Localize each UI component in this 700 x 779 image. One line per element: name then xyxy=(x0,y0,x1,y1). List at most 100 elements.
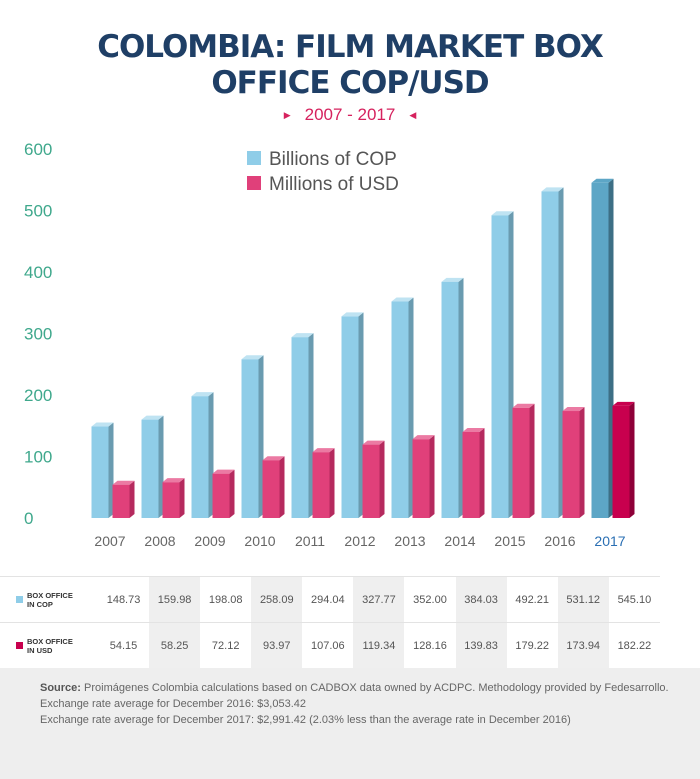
bar-usd-2013-top xyxy=(412,435,435,440)
table-cell: 119.34 xyxy=(353,622,405,668)
bar-cop-2013-top xyxy=(391,297,414,302)
bar-usd-2016 xyxy=(562,411,580,518)
values-table: BOX OFFICE IN COP 148.73 159.98 198.08 258.0… xyxy=(0,576,660,668)
bar-usd-2017-side xyxy=(629,401,635,518)
x-tick-label: 2014 xyxy=(444,533,475,549)
table-cell: 258.09 xyxy=(251,576,303,623)
right-triangle-icon: ▶ xyxy=(283,110,291,120)
bar-cop-2017-side xyxy=(608,178,614,519)
x-tick-label: 2008 xyxy=(144,533,175,549)
table-cell: 327.77 xyxy=(353,576,405,623)
y-tick-label: 500 xyxy=(24,202,52,221)
exchange-rate-2017: Exchange rate average for December 2017:… xyxy=(40,714,571,726)
chart-title-line-2: OFFICE COP/USD xyxy=(211,65,489,101)
table-cell: 531.12 xyxy=(557,576,609,623)
x-tick-label: 2011 xyxy=(295,533,325,549)
bar-cop-2011-side xyxy=(308,333,314,518)
legend-label-usd: Millions of USD xyxy=(269,174,399,195)
bar-cop-2014-side xyxy=(458,277,464,518)
bar-usd-2011-side xyxy=(329,448,335,518)
table-cell: 198.08 xyxy=(200,576,252,623)
y-tick-label: 600 xyxy=(24,140,52,159)
bar-cop-2009-side xyxy=(208,392,214,518)
legend-swatch-cop xyxy=(247,151,261,165)
bar-cop-2012-top xyxy=(341,312,364,317)
x-tick-label: 2010 xyxy=(244,533,275,549)
bar-cop-2016-top xyxy=(541,187,564,192)
table-cell: 93.97 xyxy=(251,622,303,668)
x-tick-label: 2016 xyxy=(544,533,575,549)
row-label-usd: BOX OFFICE IN USD xyxy=(0,622,98,668)
bar-cop-2010-side xyxy=(258,355,264,518)
exchange-rate-2016: Exchange rate average for December 2016:… xyxy=(40,698,307,710)
chart-title-line-1: COLOMBIA: FILM MARKET BOX xyxy=(97,29,604,65)
table-cell: 384.03 xyxy=(455,576,507,623)
bar-usd-2012 xyxy=(362,444,380,518)
bar-usd-2015-side xyxy=(529,403,535,518)
bar-usd-2014 xyxy=(462,432,480,518)
bar-cop-2017 xyxy=(591,182,609,519)
bar-cop-2013-side xyxy=(408,297,414,518)
bar-cop-2012 xyxy=(341,316,359,518)
row-label-cop: BOX OFFICE IN COP xyxy=(0,576,98,623)
bar-usd-2013 xyxy=(412,439,430,518)
table-row-usd: BOX OFFICE IN USD 54.15 58.25 72.12 93.97 107… xyxy=(0,622,660,668)
table-row-cop: BOX OFFICE IN COP 148.73 159.98 198.08 258.0… xyxy=(0,576,660,623)
bar-cop-2016 xyxy=(541,191,559,518)
bar-usd-2014-side xyxy=(479,428,485,518)
bar-usd-2015-top xyxy=(512,403,535,408)
table-cell: 159.98 xyxy=(149,576,201,623)
table-cell: 545.10 xyxy=(608,576,660,623)
bar-usd-2016-top xyxy=(562,407,585,412)
x-tick-label: 2017 xyxy=(594,533,625,549)
subtitle-text: 2007 - 2017 xyxy=(304,105,396,124)
bar-cop-2010-top xyxy=(241,355,264,360)
source-note: Source: Proimágenes Colombia calculation… xyxy=(40,682,669,694)
bar-cop-2015-side xyxy=(508,211,514,519)
y-tick-label: 200 xyxy=(24,386,52,405)
cop-swatch xyxy=(16,596,23,603)
bar-usd-2007-side xyxy=(129,480,135,518)
bar-cop-2009 xyxy=(191,396,209,518)
bar-cop-2014 xyxy=(441,281,459,518)
bar-usd-2013-side xyxy=(429,435,435,518)
table-cell: 148.73 xyxy=(98,576,150,623)
bar-cop-2007 xyxy=(91,426,109,518)
bar-usd-2014-top xyxy=(462,428,485,433)
bar-usd-2009 xyxy=(212,473,230,518)
bar-usd-2009-top xyxy=(212,469,235,474)
table-cell: 173.94 xyxy=(557,622,609,668)
bar-usd-2017-top xyxy=(612,401,635,406)
legend-label-cop: Billions of COP xyxy=(269,149,397,170)
bar-cop-2011-top xyxy=(291,333,314,338)
bar-usd-2008-side xyxy=(179,478,185,518)
bar-cop-2008-top xyxy=(141,415,164,420)
table-cell: 128.16 xyxy=(404,622,456,668)
bar-usd-2009-side xyxy=(229,469,235,518)
bar-usd-2010-top xyxy=(262,456,285,461)
table-cell: 182.22 xyxy=(608,622,660,668)
bar-cop-2008-side xyxy=(158,415,164,518)
table-cell: 72.12 xyxy=(200,622,252,668)
table-cell: 492.21 xyxy=(506,576,558,623)
table-cell: 294.04 xyxy=(302,576,354,623)
bar-cop-2015-top xyxy=(491,211,514,216)
usd-swatch xyxy=(16,642,23,649)
legend-swatch-usd xyxy=(247,176,261,190)
bar-usd-2017 xyxy=(612,405,630,518)
table-cell: 139.83 xyxy=(455,622,507,668)
chart-subtitle: ▶ 2007 - 2017 ◀ xyxy=(0,105,700,125)
bar-usd-2011 xyxy=(312,452,330,518)
bar-usd-2011-top xyxy=(312,448,335,453)
bar-cop-2013 xyxy=(391,301,409,518)
y-tick-label: 400 xyxy=(24,263,52,282)
y-tick-label: 300 xyxy=(24,325,52,344)
bar-usd-2016-side xyxy=(579,407,585,518)
x-tick-label: 2009 xyxy=(194,533,225,549)
bar-usd-2012-side xyxy=(379,440,385,518)
bar-usd-2010-side xyxy=(279,456,285,518)
table-cell: 179.22 xyxy=(506,622,558,668)
bar-cop-2017-top xyxy=(591,178,614,183)
bar-cop-2010 xyxy=(241,359,259,518)
bar-usd-2008 xyxy=(162,482,180,518)
